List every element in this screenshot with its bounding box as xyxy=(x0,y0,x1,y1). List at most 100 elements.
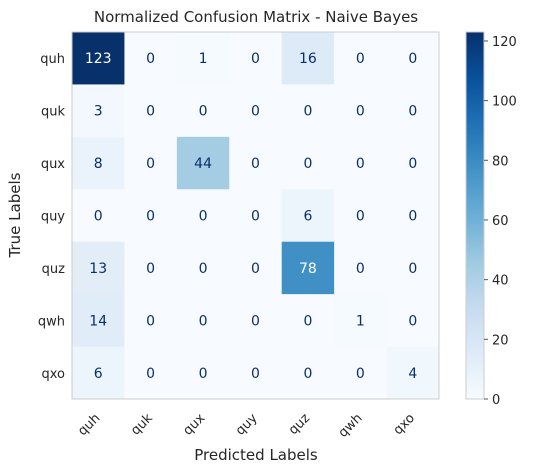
x-tick-label: qwh xyxy=(336,411,366,441)
heatmap-cell xyxy=(334,189,388,243)
y-tick-label: qxo xyxy=(42,367,66,382)
heatmap-cell xyxy=(176,241,230,295)
heatmap-cell xyxy=(72,189,125,243)
heatmap-cell xyxy=(124,294,178,348)
x-tick-label: quk xyxy=(128,411,156,439)
heatmap-cell xyxy=(386,241,440,295)
heatmap-cell xyxy=(281,189,335,243)
cell-value-label: 4 xyxy=(408,366,417,382)
cell-value-label: 13 xyxy=(89,261,107,277)
heatmap-cells: 123 0 1 0 16 0 03 0 0 0 0 0 08 0 44 0 0 0 00 0 0 0 6 0 013 0 0 0 78 0… xyxy=(72,32,440,400)
cell-value-label: 0 xyxy=(199,104,208,120)
cell-value-label: 0 xyxy=(94,209,103,225)
cell-value-label: 0 xyxy=(251,261,260,277)
heatmap-cell xyxy=(124,241,178,295)
cell-value-label: 16 xyxy=(299,51,317,67)
cell-value-label: 0 xyxy=(356,209,365,225)
heatmap-cell xyxy=(229,294,283,348)
plot-frame xyxy=(71,31,440,400)
heatmap-cell xyxy=(72,136,125,190)
heatmap-cell xyxy=(386,189,440,243)
cell-value-label: 0 xyxy=(146,209,155,225)
x-axis-label: Predicted Labels xyxy=(194,446,318,464)
heatmap-cell xyxy=(124,346,178,400)
cell-value-label: 0 xyxy=(408,209,417,225)
heatmap-cell xyxy=(124,84,178,138)
colorbar-tick-label: 20 xyxy=(492,333,509,348)
x-tick-label: quy xyxy=(233,411,261,439)
y-tick-label: quh xyxy=(40,52,65,67)
cell-value-label: 0 xyxy=(146,261,155,277)
colorbar-tick-label: 60 xyxy=(492,214,509,229)
y-tick-label: quy xyxy=(41,210,65,225)
y-tick-label: quz xyxy=(42,262,65,277)
cell-value-label: 0 xyxy=(199,261,208,277)
heatmap-cell xyxy=(229,84,283,138)
cell-value-label: 0 xyxy=(408,156,417,172)
x-tick-label: qux xyxy=(181,411,209,439)
colorbar-tick-label: 40 xyxy=(492,274,509,289)
heatmap-cell xyxy=(124,32,178,85)
heatmap-cell xyxy=(124,136,178,190)
heatmap-cell xyxy=(281,32,335,85)
cell-value-label: 0 xyxy=(303,156,312,172)
heatmap-cell xyxy=(229,346,283,400)
colorbar-tick-label: 120 xyxy=(492,35,517,50)
heatmap-cell xyxy=(229,136,283,190)
heatmap-cell xyxy=(386,84,440,138)
cell-value-label: 0 xyxy=(408,51,417,67)
heatmap-cell xyxy=(334,294,388,348)
heatmap-cell xyxy=(229,189,283,243)
heatmap-cell xyxy=(334,241,388,295)
heatmap-cell xyxy=(229,32,283,85)
cell-value-label: 6 xyxy=(303,209,312,225)
cell-value-label: 0 xyxy=(251,104,260,120)
heatmap-cell xyxy=(281,294,335,348)
cell-value-label: 0 xyxy=(408,313,417,329)
cell-value-label: 0 xyxy=(356,366,365,382)
y-tick-label: qux xyxy=(41,157,65,172)
cell-value-label: 0 xyxy=(408,104,417,120)
cell-value-label: 0 xyxy=(303,104,312,120)
heatmap-cell xyxy=(176,294,230,348)
heatmap-cell xyxy=(72,84,125,138)
cell-value-label: 8 xyxy=(94,156,103,172)
heatmap-cell xyxy=(281,346,335,400)
heatmap-cell xyxy=(72,241,125,295)
heatmap-cell xyxy=(281,136,335,190)
chart-title: Normalized Confusion Matrix - Naive Baye… xyxy=(94,8,418,26)
heatmap-cell xyxy=(334,32,388,85)
cell-value-label: 0 xyxy=(356,51,365,67)
cell-value-label: 0 xyxy=(146,313,155,329)
cell-value-label: 0 xyxy=(146,51,155,67)
x-tick-label: quz xyxy=(286,411,313,438)
heatmap-cell xyxy=(334,84,388,138)
y-tick-label: qwh xyxy=(38,314,65,329)
heatmap-cell xyxy=(386,136,440,190)
cell-value-label: 0 xyxy=(146,156,155,172)
cell-value-label: 0 xyxy=(146,366,155,382)
heatmap-cell xyxy=(334,346,388,400)
heatmap-cell xyxy=(124,189,178,243)
y-tick-labels: quh quk qux quy quz qwh qxo xyxy=(38,52,66,382)
cell-value-label: 44 xyxy=(194,156,212,172)
cell-value-label: 0 xyxy=(251,51,260,67)
cell-value-label: 0 xyxy=(356,104,365,120)
x-tick-label: quh xyxy=(75,411,103,439)
cell-value-label: 3 xyxy=(94,104,103,120)
heatmap-cell xyxy=(386,32,440,85)
cell-value-label: 123 xyxy=(85,51,112,67)
colorbar-ticks: 0 20 40 60 80 100 120 xyxy=(484,35,517,408)
colorbar-tick-label: 100 xyxy=(492,95,517,110)
cell-value-label: 0 xyxy=(199,366,208,382)
heatmap-cell xyxy=(72,32,125,85)
cell-value-label: 0 xyxy=(408,261,417,277)
cell-value-label: 0 xyxy=(356,261,365,277)
cell-value-label: 0 xyxy=(146,104,155,120)
cell-value-label: 0 xyxy=(251,156,260,172)
colorbar-tick-label: 80 xyxy=(492,154,509,169)
heatmap-cell xyxy=(176,346,230,400)
cell-value-label: 0 xyxy=(251,366,260,382)
heatmap-cell xyxy=(72,294,125,348)
